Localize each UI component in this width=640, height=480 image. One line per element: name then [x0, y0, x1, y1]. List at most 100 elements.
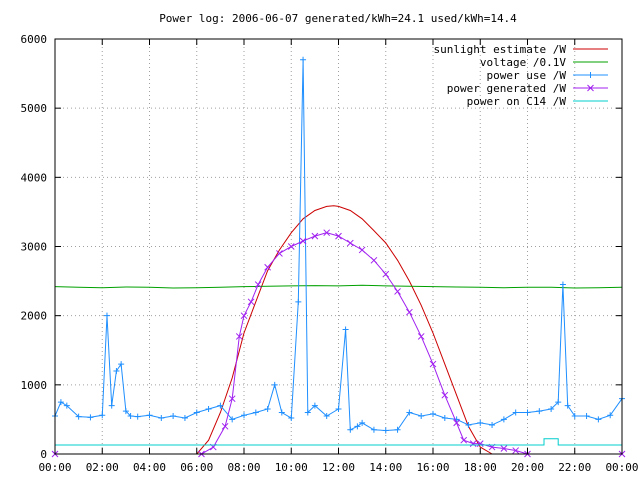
- legend-label: power generated /W: [447, 82, 567, 95]
- data-point: [241, 412, 247, 419]
- y-tick-label: 0: [40, 448, 47, 461]
- legend-label: voltage /0.1V: [480, 56, 566, 69]
- data-point: [170, 412, 177, 419]
- data-point: [276, 250, 283, 257]
- series-line: [55, 438, 622, 446]
- x-tick-label: 18:00: [464, 461, 497, 474]
- data-point: [134, 413, 141, 420]
- data-point: [453, 419, 460, 427]
- x-tick-label: 06:00: [180, 461, 213, 474]
- x-tick-label: 00:00: [605, 461, 638, 474]
- data-point: [304, 409, 311, 416]
- data-point: [311, 402, 318, 409]
- data-point: [271, 381, 278, 388]
- data-point: [240, 312, 248, 320]
- data-point: [358, 246, 366, 254]
- data-point: [342, 326, 349, 333]
- data-point: [264, 263, 271, 271]
- data-point: [346, 239, 354, 247]
- legend-label: power on C14 /W: [467, 95, 567, 108]
- data-point: [555, 399, 562, 406]
- data-point: [406, 409, 413, 416]
- data-point: [311, 232, 319, 240]
- data-point: [489, 421, 496, 428]
- y-tick-label: 4000: [21, 171, 48, 184]
- data-point: [108, 402, 115, 409]
- data-point: [500, 445, 508, 452]
- data-point: [370, 256, 378, 264]
- data-point: [512, 409, 519, 416]
- data-point: [235, 333, 243, 340]
- data-point: [323, 229, 331, 237]
- x-tick-label: 04:00: [133, 461, 166, 474]
- data-point: [181, 415, 188, 422]
- data-point: [254, 281, 262, 288]
- data-point: [217, 402, 224, 409]
- data-point: [193, 409, 200, 416]
- data-point: [394, 426, 401, 433]
- data-point: [113, 368, 120, 374]
- data-point: [394, 288, 401, 295]
- data-point: [548, 406, 555, 413]
- x-tick-label: 14:00: [369, 461, 402, 474]
- x-tick-label: 10:00: [275, 461, 308, 474]
- data-point: [323, 412, 330, 419]
- data-point: [564, 402, 571, 409]
- series-line: [55, 232, 622, 455]
- series-line: [184, 205, 493, 455]
- series-4: [55, 438, 622, 446]
- data-point: [127, 412, 134, 419]
- series-1: [54, 284, 623, 289]
- data-point: [87, 414, 94, 421]
- data-point: [288, 415, 295, 422]
- y-tick-label: 1000: [21, 379, 48, 392]
- data-point: [99, 412, 106, 419]
- legend-label: power use /W: [487, 69, 567, 82]
- series-line: [54, 284, 623, 289]
- y-tick-label: 3000: [21, 241, 48, 254]
- data-point: [559, 281, 566, 288]
- data-point: [536, 408, 543, 415]
- data-point: [571, 412, 578, 419]
- data-point: [583, 412, 590, 419]
- series-2: [52, 56, 625, 434]
- data-point: [335, 232, 342, 240]
- data-point: [354, 423, 361, 430]
- data-point: [441, 415, 448, 422]
- data-point: [512, 447, 520, 454]
- data-point: [469, 440, 477, 447]
- data-point: [476, 440, 484, 447]
- data-point: [122, 408, 129, 415]
- data-point: [158, 415, 165, 422]
- data-point: [370, 426, 377, 433]
- data-point: [417, 333, 425, 340]
- data-point: [205, 406, 212, 413]
- data-point: [465, 421, 472, 428]
- data-point: [382, 427, 389, 434]
- data-point: [524, 409, 531, 416]
- data-point: [359, 419, 366, 426]
- x-tick-label: 20:00: [511, 461, 544, 474]
- data-point: [607, 412, 614, 419]
- legend-marker: [587, 72, 594, 78]
- data-point: [63, 402, 70, 409]
- data-point: [595, 416, 602, 423]
- data-point: [429, 360, 437, 368]
- data-point: [278, 409, 285, 416]
- x-tick-label: 22:00: [558, 461, 591, 474]
- legend-label: sunlight estimate /W: [434, 43, 567, 56]
- data-point: [221, 422, 229, 430]
- data-point: [252, 409, 259, 416]
- data-point: [382, 270, 390, 278]
- x-tick-label: 00:00: [38, 461, 71, 474]
- data-point: [418, 412, 425, 419]
- data-point: [103, 312, 110, 319]
- data-point: [460, 436, 468, 444]
- data-point: [335, 406, 342, 413]
- data-point: [228, 395, 236, 403]
- x-tick-label: 02:00: [86, 461, 119, 474]
- data-point: [300, 56, 307, 63]
- data-point: [229, 416, 236, 423]
- x-tick-label: 16:00: [416, 461, 449, 474]
